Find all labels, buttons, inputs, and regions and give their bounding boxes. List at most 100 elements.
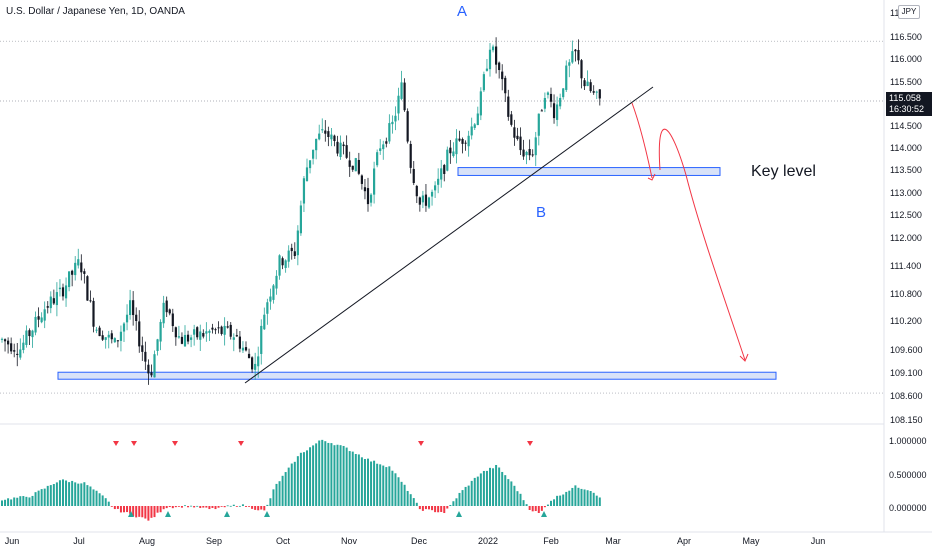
histogram-bar xyxy=(65,480,68,506)
candle-body xyxy=(119,331,123,341)
candle-body xyxy=(504,77,507,94)
candle-body xyxy=(534,137,537,156)
candle-body xyxy=(354,158,357,172)
histogram-bar xyxy=(229,505,232,507)
histogram-bar xyxy=(214,506,217,510)
histogram-bar xyxy=(77,483,80,506)
candle-body xyxy=(34,316,37,333)
candle-body xyxy=(107,334,110,338)
candle-body xyxy=(327,131,330,137)
histogram-bar xyxy=(562,494,565,506)
histogram-bar xyxy=(4,499,7,506)
candle-body xyxy=(510,114,513,125)
annotation-key-level[interactable]: Key level xyxy=(751,163,816,180)
candle-body xyxy=(476,113,479,126)
histogram-bar xyxy=(119,506,122,513)
candle-body xyxy=(552,103,556,119)
time-tick-label: Nov xyxy=(341,536,358,546)
histogram-bar xyxy=(147,506,150,521)
histogram-bar xyxy=(34,492,37,506)
time-tick-label: Jul xyxy=(73,536,85,546)
price-tick-label: 115.500 xyxy=(890,77,922,87)
candle-body xyxy=(491,46,495,51)
price-tick-label: 109.600 xyxy=(890,345,923,355)
candle-body xyxy=(159,321,162,342)
candle-body xyxy=(385,141,388,144)
histogram-bar xyxy=(257,506,260,511)
histogram-bar xyxy=(269,498,272,506)
histogram-bar xyxy=(394,473,397,506)
histogram-bar xyxy=(342,445,345,506)
candle-body xyxy=(369,194,373,203)
histogram-bar xyxy=(205,506,208,508)
annotation-point-b[interactable]: B xyxy=(536,204,547,221)
histogram-bar xyxy=(287,467,290,506)
histogram-bar xyxy=(345,447,348,506)
histogram-bar xyxy=(421,506,424,511)
histogram-bar xyxy=(534,506,537,512)
current-price-value: 115.058 xyxy=(889,93,921,103)
histogram-bar xyxy=(559,495,562,506)
histogram-bar xyxy=(449,504,452,506)
candle-body xyxy=(556,104,559,120)
histogram-bar xyxy=(482,470,485,506)
histogram-bar xyxy=(553,499,556,506)
histogram-bar xyxy=(440,506,443,512)
histogram-bar xyxy=(498,467,501,506)
candle-body xyxy=(138,321,141,347)
histogram-bar xyxy=(19,496,22,506)
candle-body xyxy=(235,335,238,337)
candle-body xyxy=(513,127,516,138)
histogram-bar xyxy=(278,481,281,506)
candle-body xyxy=(467,135,470,147)
histogram-bar xyxy=(296,456,299,506)
candle-body xyxy=(211,327,214,330)
price-tick-label: 108.150 xyxy=(890,415,923,425)
histogram-bar xyxy=(113,506,116,510)
candle-body xyxy=(220,326,223,334)
candle-body xyxy=(89,300,92,302)
candle-body xyxy=(165,300,168,313)
histogram-bar xyxy=(254,506,257,510)
histogram-bar xyxy=(330,443,333,506)
histogram-bar xyxy=(126,506,129,513)
candle-body xyxy=(52,298,55,304)
candle-body xyxy=(531,154,534,156)
currency-badge[interactable]: JPY xyxy=(898,5,920,19)
candle-body xyxy=(122,323,126,332)
histogram-bar xyxy=(10,499,13,506)
candle-body xyxy=(241,347,245,351)
candle-body xyxy=(516,135,519,140)
histogram-bar xyxy=(351,451,354,506)
candle-body xyxy=(229,324,232,337)
histogram-bar xyxy=(123,506,125,513)
price-tick-label: 113.000 xyxy=(890,188,922,198)
histogram-bar xyxy=(336,444,339,506)
candle-body xyxy=(0,338,4,340)
candle-body xyxy=(308,160,312,169)
candle-body xyxy=(485,68,489,71)
candle-body xyxy=(318,133,321,140)
histogram-bar xyxy=(406,490,409,506)
candle-body xyxy=(418,197,421,205)
candle-body xyxy=(260,325,263,354)
symbol-title[interactable]: U.S. Dollar / Japanese Yen, 1D, OANDA xyxy=(6,6,185,17)
annotation-point-a[interactable]: A xyxy=(457,3,468,20)
candle-body xyxy=(254,363,257,370)
histogram-bar xyxy=(150,506,153,518)
candle-body xyxy=(342,144,345,147)
candle-body xyxy=(55,292,58,306)
histogram-bar xyxy=(485,470,488,506)
histogram-bar xyxy=(272,489,275,506)
candle-body xyxy=(266,302,269,314)
histogram-bar xyxy=(299,452,302,506)
candle-body xyxy=(31,330,34,338)
candle-body xyxy=(458,138,461,141)
candle-body xyxy=(68,271,71,288)
histogram-bar xyxy=(388,466,391,506)
histogram-bar xyxy=(275,483,278,506)
candle-body xyxy=(302,178,306,204)
price-tick-label: 112.000 xyxy=(890,233,922,243)
candle-body xyxy=(193,329,196,335)
